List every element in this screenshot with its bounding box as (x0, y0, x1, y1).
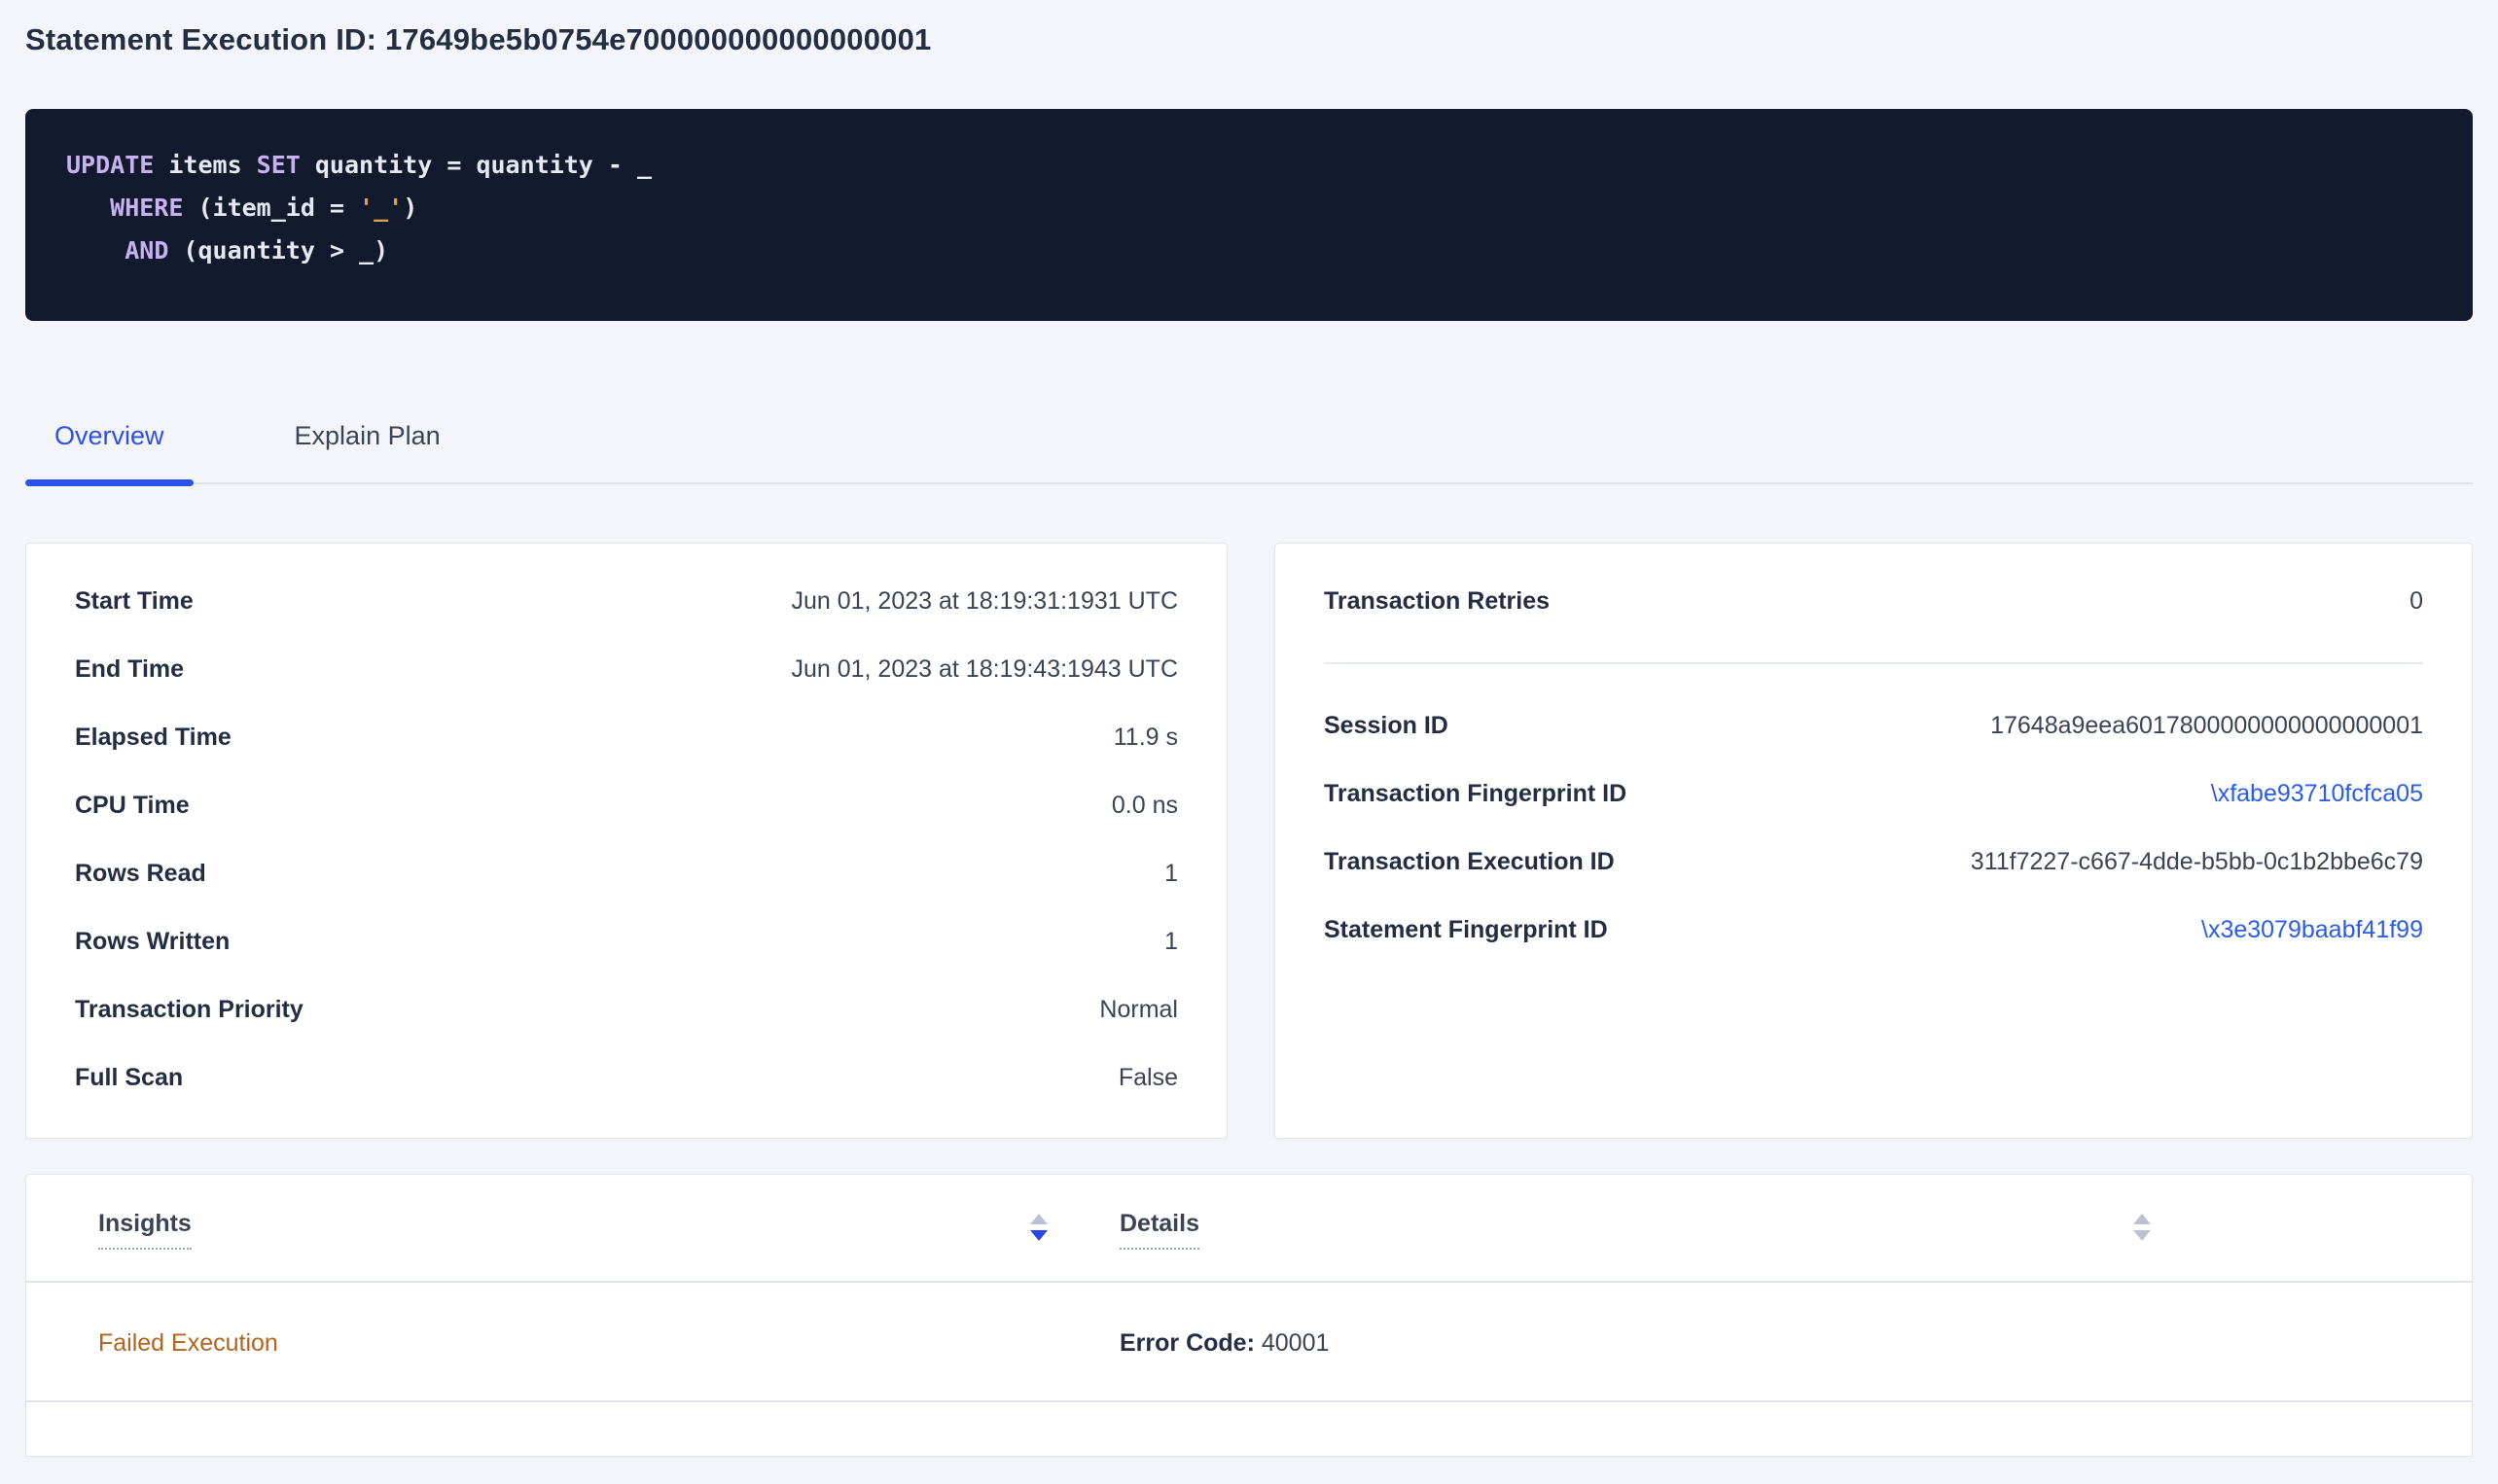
sql-keyword: WHERE (110, 194, 184, 222)
details-header-label[interactable]: Details (1120, 1210, 1199, 1250)
sql-string-literal: '_' (359, 194, 404, 222)
stat-value: 17648a9eea6017800000000000000001 (1990, 712, 2423, 739)
stat-label: Transaction Priority (75, 996, 303, 1023)
sql-keyword: SET (256, 151, 301, 179)
sort-icon-insights[interactable] (1030, 1210, 1048, 1241)
insight-status-text: Failed Execution (98, 1329, 278, 1357)
stat-row-rows-written: Rows Written 1 (75, 907, 1178, 975)
stat-label: Full Scan (75, 1064, 184, 1091)
insight-cell: Failed Execution (26, 1329, 1048, 1358)
sql-statement-box: UPDATE items SET quantity = quantity - _… (25, 109, 2473, 321)
stat-row-transaction-fingerprint-id: Transaction Fingerprint ID \xfabe93710fc… (1324, 760, 2423, 828)
stat-label: Transaction Fingerprint ID (1324, 780, 1627, 807)
tab-overview[interactable]: Overview (25, 412, 194, 486)
page-title: Statement Execution ID: 17649be5b0754e70… (25, 22, 932, 56)
error-code-value: 40001 (1254, 1329, 1330, 1357)
stat-row-transaction-priority: Transaction Priority Normal (75, 975, 1178, 1043)
sort-up-arrow-icon (2133, 1214, 2151, 1224)
stat-row-cpu-time: CPU Time 0.0 ns (75, 771, 1178, 839)
stat-value: False (1118, 1064, 1178, 1091)
stat-value: Jun 01, 2023 at 18:19:43:1943 UTC (791, 655, 1178, 683)
stat-row-rows-read: Rows Read 1 (75, 839, 1178, 907)
stat-value: 11.9 s (1113, 724, 1178, 751)
stat-value: 1 (1164, 860, 1178, 887)
stat-value: 1 (1164, 928, 1178, 955)
stat-label: CPU Time (75, 792, 190, 819)
stat-row-session-id: Session ID 17648a9eea6017800000000000000… (1324, 691, 2423, 760)
sql-text: (quantity > _) (168, 236, 389, 265)
sql-text: ) (403, 194, 418, 222)
stat-label: Rows Written (75, 928, 231, 955)
detail-cell: Error Code: 40001 (1048, 1329, 2151, 1358)
sql-keyword: UPDATE (66, 151, 155, 179)
error-code-label: Error Code: (1120, 1329, 1255, 1357)
sort-icon-details[interactable] (2133, 1210, 2151, 1241)
tab-bar: Overview Explain Plan (25, 412, 2473, 486)
sql-indent (66, 194, 110, 222)
stat-label: Transaction Retries (1324, 587, 1551, 615)
stat-label: Session ID (1324, 712, 1448, 739)
details-column-header: Details (1048, 1210, 2151, 1281)
stat-row-full-scan: Full Scan False (75, 1043, 1178, 1112)
tab-explain-plan[interactable]: Explain Plan (294, 421, 441, 450)
sort-up-arrow-icon (1030, 1214, 1048, 1224)
stat-label: Rows Read (75, 860, 206, 887)
stat-row-transaction-retries: Transaction Retries 0 (1324, 567, 2423, 635)
sql-statement-text: UPDATE items SET quantity = quantity - _… (66, 144, 2432, 272)
stat-label: End Time (75, 655, 185, 683)
stat-value: Jun 01, 2023 at 18:19:31:1931 UTC (791, 587, 1178, 615)
stat-row-end-time: End Time Jun 01, 2023 at 18:19:43:1943 U… (75, 635, 1178, 703)
summary-cards-row: Start Time Jun 01, 2023 at 18:19:31:1931… (25, 543, 2473, 1139)
insights-table-card: Insights Details Failed Execution Error … (25, 1174, 2473, 1457)
sql-text: items (154, 151, 257, 179)
stat-label: Transaction Execution ID (1324, 848, 1615, 875)
sort-down-arrow-icon (2133, 1230, 2151, 1241)
sql-text: quantity = quantity - _ (300, 151, 653, 179)
detail-text: Error Code: 40001 (1120, 1329, 1329, 1358)
sort-down-arrow-icon (1030, 1230, 1048, 1241)
sql-indent (66, 236, 125, 265)
stat-row-statement-fingerprint-id: Statement Fingerprint ID \x3e3079baabf41… (1324, 896, 2423, 964)
stat-label: Elapsed Time (75, 724, 232, 751)
stat-value: 0 (2409, 587, 2423, 615)
stat-row-start-time: Start Time Jun 01, 2023 at 18:19:31:1931… (75, 567, 1178, 635)
stat-label: Statement Fingerprint ID (1324, 916, 1608, 943)
insights-table-header: Insights Details (26, 1175, 2472, 1283)
stat-row-transaction-execution-id: Transaction Execution ID 311f7227-c667-4… (1324, 828, 2423, 896)
stat-label: Start Time (75, 587, 194, 615)
stat-value: 0.0 ns (1111, 792, 1178, 819)
sql-keyword: AND (125, 236, 169, 265)
stat-value: Normal (1099, 996, 1178, 1023)
stat-value: 311f7227-c667-4dde-b5bb-0c1b2bbe6c79 (1970, 848, 2423, 875)
overview-stats-card: Start Time Jun 01, 2023 at 18:19:31:1931… (25, 543, 1228, 1139)
sql-text: (item_id = (183, 194, 360, 222)
stat-row-elapsed-time: Elapsed Time 11.9 s (75, 703, 1178, 771)
transaction-fingerprint-link[interactable]: \xfabe93710fcfca05 (2210, 780, 2423, 807)
insights-column-header: Insights (26, 1210, 1048, 1281)
insights-header-label[interactable]: Insights (98, 1210, 192, 1250)
table-row: Failed Execution Error Code: 40001 (26, 1283, 2472, 1402)
transaction-stats-card: Transaction Retries 0 Session ID 17648a9… (1274, 543, 2473, 1139)
card-divider (1324, 662, 2423, 664)
statement-fingerprint-link[interactable]: \x3e3079baabf41f99 (2201, 916, 2423, 943)
